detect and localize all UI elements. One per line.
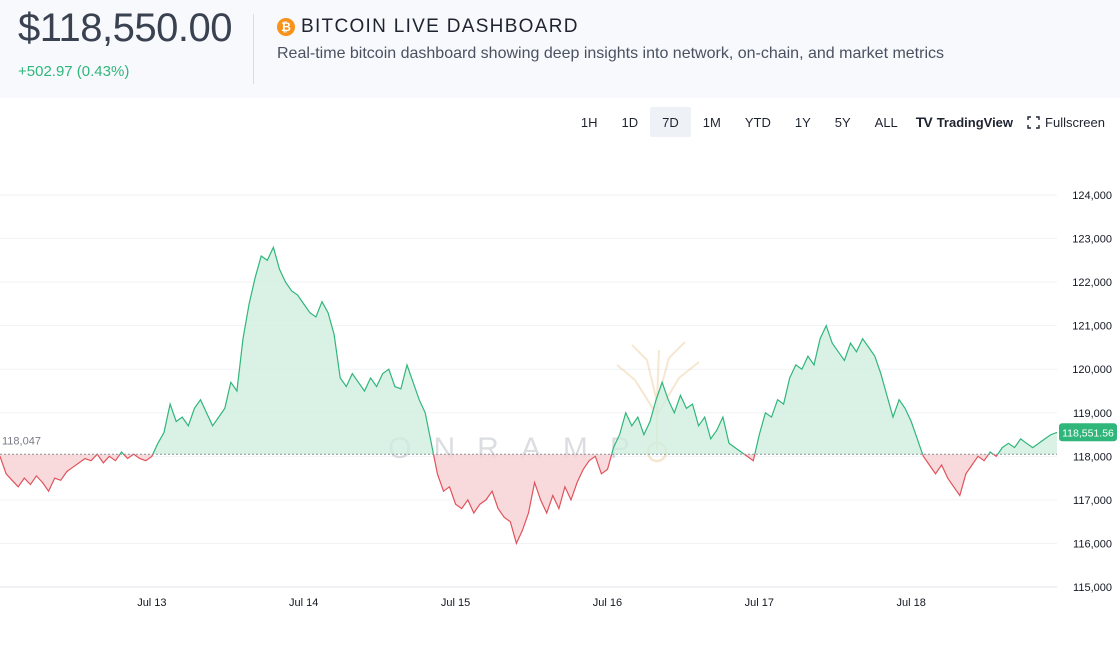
y-tick-label: 123,000 xyxy=(1072,234,1112,246)
bitcoin-icon: ₿ xyxy=(277,18,295,36)
y-tick-label: 124,000 xyxy=(1072,190,1112,202)
last-price-label: 118,551.56 xyxy=(1062,427,1114,439)
chart-toolbar: 1H 1D 7D 1M YTD 1Y 5Y ALL TV TradingView… xyxy=(569,107,1120,137)
timeframe-1m[interactable]: 1M xyxy=(702,114,721,130)
x-tick-label: Jul 13 xyxy=(137,597,166,609)
price-line-up-segment xyxy=(611,380,745,455)
price-chart[interactable]: ONRAMP 118,047 124,000123,000122,000121,… xyxy=(0,140,1120,620)
price-line-up-segment xyxy=(997,431,1058,455)
area-fill-below-baseline xyxy=(0,454,998,544)
price-line-down-segment xyxy=(922,453,990,497)
y-tick-label: 120,000 xyxy=(1072,364,1112,376)
timeframe-5y[interactable]: 5Y xyxy=(834,114,851,130)
area-fill-above-baseline xyxy=(97,247,1058,455)
last-price-tag-bg xyxy=(1059,423,1117,442)
y-tick-label: 122,000 xyxy=(1072,277,1112,289)
y-axis: 124,000 123,000 122,000 121,000 120,000 119,0… xyxy=(1072,190,1112,594)
x-tick-label: Jul 17 xyxy=(745,597,774,609)
y-tick-label: 117,000 xyxy=(1073,495,1112,507)
x-tick-label: Jul 15 xyxy=(441,597,470,609)
fullscreen-label: Fullscreen xyxy=(1045,114,1105,130)
dashboard-subtitle: Real-time bitcoin dashboard showing deep… xyxy=(277,45,945,62)
title-row: ₿ BITCOIN LIVE DASHBOARD xyxy=(277,16,579,38)
timeframe-1y[interactable]: 1Y xyxy=(794,114,811,130)
price-line-down-segment xyxy=(993,453,999,458)
chart-grid xyxy=(0,194,1057,588)
header: $118,550.00 +502.97 (0.43%) ₿ BITCOIN LI… xyxy=(0,0,1120,98)
y-tick-label: 121,000 xyxy=(1072,321,1112,333)
fullscreen-icon xyxy=(1027,115,1040,129)
price-line-up-segment xyxy=(988,451,994,455)
x-axis: Jul 13 Jul 14 Jul 15 Jul 16 Jul 17 Jul 18 xyxy=(137,597,926,609)
timeframe-ytd[interactable]: YTD xyxy=(744,114,771,130)
y-tick-label: 115,000 xyxy=(1073,582,1112,594)
baseline-label: 118,047 xyxy=(2,435,41,447)
tradingview-link[interactable]: TV TradingView xyxy=(916,114,1013,130)
last-price-tag: 118,551.56 xyxy=(1059,423,1117,442)
x-tick-label: Jul 16 xyxy=(593,597,622,609)
timeframe-7d[interactable]: 7D xyxy=(650,107,691,137)
price-line-up-segment xyxy=(754,324,924,455)
price-line-down-segment xyxy=(96,453,121,464)
fullscreen-button[interactable]: Fullscreen xyxy=(1027,115,1105,130)
btc-price: $118,550.00 xyxy=(18,6,232,50)
price-change: +502.97 (0.43%) xyxy=(18,63,130,80)
timeframe-1d[interactable]: 1D xyxy=(621,114,639,130)
price-line-up-segment xyxy=(119,451,125,455)
timeframe-1h[interactable]: 1H xyxy=(580,114,598,130)
y-tick-label: 116,000 xyxy=(1073,538,1112,550)
price-line-down-segment xyxy=(0,453,98,493)
timeframe-all[interactable]: ALL xyxy=(874,114,898,130)
x-tick-label: Jul 18 xyxy=(897,597,926,609)
price-line-down-segment xyxy=(743,453,756,462)
y-tick-label: 119,000 xyxy=(1073,408,1112,420)
header-divider xyxy=(253,14,254,84)
tradingview-logo-icon: TV xyxy=(915,114,933,130)
tradingview-label: TradingView xyxy=(936,114,1014,130)
dashboard-title: BITCOIN LIVE DASHBOARD xyxy=(301,16,579,37)
price-line-down-segment xyxy=(123,453,134,460)
x-tick-label: Jul 14 xyxy=(289,597,318,609)
price-line xyxy=(0,245,1058,546)
y-tick-label: 118,000 xyxy=(1073,451,1112,463)
price-line-up-segment xyxy=(152,245,435,455)
price-line-down-segment xyxy=(133,453,154,462)
price-line-down-segment xyxy=(432,454,613,546)
